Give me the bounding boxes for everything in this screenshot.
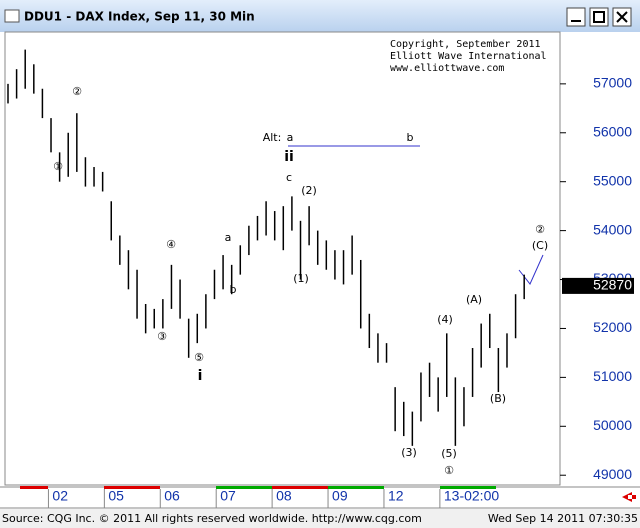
y-tick-label: 57000: [593, 75, 632, 91]
wave-label: ii: [284, 149, 294, 165]
title-bar: [0, 0, 640, 32]
wave-label: ③: [157, 330, 167, 343]
wave-label: c: [286, 171, 292, 184]
last-price-box: [562, 277, 634, 294]
wave-label: (C): [532, 239, 548, 252]
x-tick-label: 08: [276, 488, 292, 504]
session-strip: [328, 486, 384, 489]
x-tick-label: 12: [388, 488, 404, 504]
x-tick-label: 06: [164, 488, 180, 504]
session-strip: [272, 486, 328, 489]
session-strip: [20, 486, 48, 489]
wave-label: Alt:: [263, 131, 282, 144]
y-tick-label: 54000: [593, 221, 632, 237]
wave-label: (3): [401, 446, 417, 459]
window-buttons[interactable]: [566, 7, 632, 27]
x-tick-label: 05: [108, 488, 124, 504]
status-bar: [0, 509, 640, 528]
copyright: www.elliottwave.com: [390, 63, 504, 74]
footer-source: Source: CQG Inc. © 2011 All rights reser…: [2, 512, 422, 525]
wave-label: b: [230, 283, 237, 296]
wave-label: ①: [444, 464, 454, 477]
plot-area: [4, 31, 561, 486]
minimize-button[interactable]: [566, 7, 586, 27]
footer-date: Wed Sep 14 2011 07:30:35: [488, 512, 638, 525]
last-price-label: 52870: [593, 277, 632, 293]
y-tick-label: 52000: [593, 319, 632, 335]
wave-label: ④: [166, 238, 176, 251]
wave-label: (4): [437, 313, 453, 326]
app-icon: [4, 9, 20, 23]
x-tick-label: 02: [52, 488, 68, 504]
wave-label: (A): [466, 293, 482, 306]
session-strip: [104, 486, 160, 489]
wave-label: a: [287, 131, 294, 144]
projection: [518, 254, 544, 285]
wave-label: ②: [72, 85, 82, 98]
scroll-arrow[interactable]: [622, 492, 636, 502]
wave-label: b: [407, 131, 414, 144]
y-tick-label: 50000: [593, 417, 632, 433]
session-strip: [440, 486, 496, 489]
y-tick-label: 56000: [593, 123, 632, 139]
copyright: Elliott Wave International: [390, 51, 547, 62]
copyright: Copyright, September 2011: [390, 39, 541, 50]
wave-label: (B): [490, 392, 506, 405]
y-tick-label: 55000: [593, 172, 632, 188]
wave-label: (1): [293, 272, 309, 285]
session-strip: [216, 486, 272, 489]
y-tick-label: 51000: [593, 368, 632, 384]
wave-label: a: [225, 231, 232, 244]
wave-label: ②: [535, 223, 545, 236]
x-tick-label: 13-02:00: [444, 488, 499, 504]
maximize-button[interactable]: [589, 7, 609, 27]
x-tick-label: 07: [220, 488, 236, 504]
wave-label: (2): [301, 184, 317, 197]
x-tick-label: 09: [332, 488, 348, 504]
wave-label: (5): [441, 447, 457, 460]
y-tick-label: 49000: [593, 466, 632, 482]
wave-label: ⑤: [194, 351, 204, 364]
wave-label: i: [198, 368, 203, 384]
chart-title: DDU1 - DAX Index, Sep 11, 30 Min: [24, 10, 255, 24]
wave-label: ①: [53, 160, 63, 173]
